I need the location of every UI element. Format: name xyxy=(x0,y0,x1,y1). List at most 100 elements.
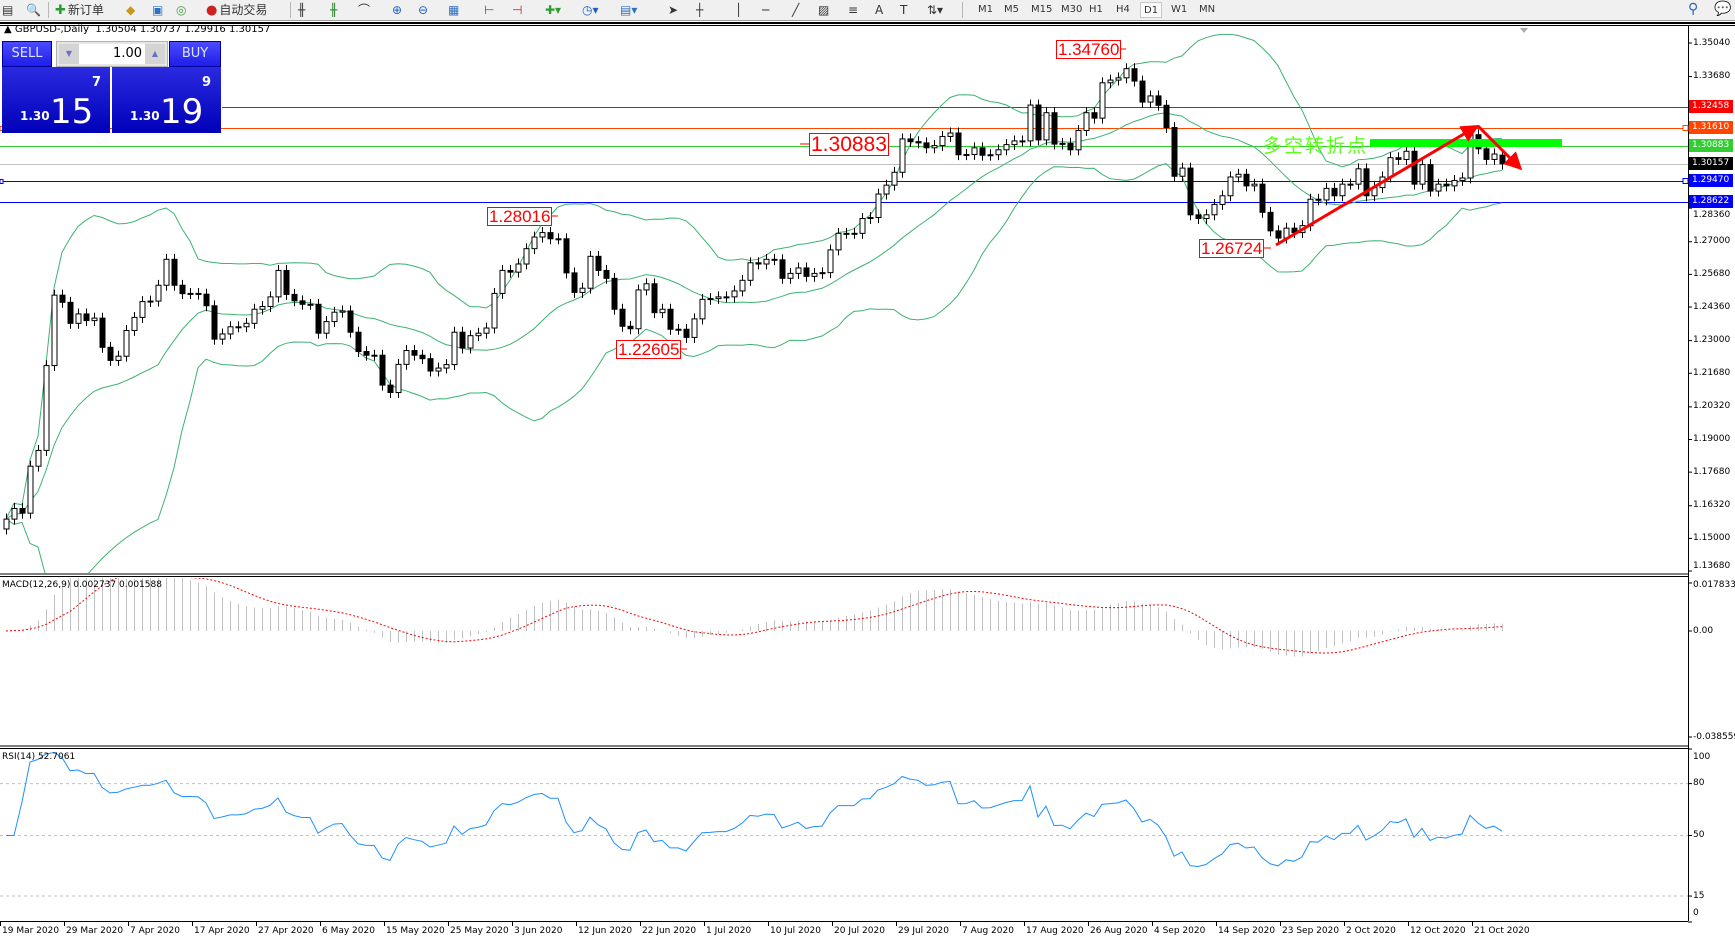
buy-button[interactable]: BUY xyxy=(169,41,221,67)
bullish-candle xyxy=(539,232,546,238)
tile-windows-icon[interactable]: ▦ xyxy=(448,3,460,17)
date-axis-label: 22 Jun 2020 xyxy=(642,926,697,936)
bearish-candle xyxy=(411,350,418,356)
bearish-candle xyxy=(1091,112,1098,119)
sell-price-fraction: 7 xyxy=(92,75,102,90)
line-chart-icon[interactable]: ⌒ xyxy=(358,3,371,17)
buy-price-fraction: 9 xyxy=(202,75,212,90)
timeframe-mn[interactable]: MN xyxy=(1199,4,1216,15)
bar-chart-icon[interactable]: ╫ xyxy=(298,3,306,17)
bullish-candle xyxy=(515,263,522,273)
buy-price[interactable]: 1.30 19 9 xyxy=(112,67,221,133)
swing-high-price-label[interactable]: 1.28016 xyxy=(487,207,553,226)
recent-low-price-label[interactable]: 1.26724 xyxy=(1199,239,1265,258)
bearish-candle xyxy=(387,384,394,394)
fibonacci-icon[interactable]: ≡ xyxy=(848,3,859,17)
new-order-button[interactable]: ✚ 新订单 xyxy=(55,1,104,19)
sell-price-pips: 15 xyxy=(50,92,94,132)
chart-shift-icon[interactable]: ⊢ xyxy=(484,3,495,17)
periods-clock-icon[interactable]: ◷▾ xyxy=(582,3,599,17)
decrease-lot-icon[interactable]: ▼ xyxy=(59,44,79,64)
cursor-icon[interactable]: ➤ xyxy=(668,3,679,17)
timeframe-m30[interactable]: M30 xyxy=(1061,4,1083,15)
crosshair-icon[interactable]: ┼ xyxy=(696,3,704,17)
increase-lot-icon[interactable]: ▲ xyxy=(145,44,165,64)
date-axis-label: 25 May 2020 xyxy=(450,926,509,936)
indicators-icon[interactable]: ✚▾ xyxy=(545,3,562,17)
bearish-candle xyxy=(99,317,106,348)
bearish-candle xyxy=(171,258,178,286)
bearish-candle xyxy=(667,308,674,330)
collapse-triangle-icon[interactable]: ▲ xyxy=(4,24,12,35)
date-axis-label: 3 Jun 2020 xyxy=(514,926,563,936)
terminal-icon[interactable]: ▣ xyxy=(152,3,164,17)
zoom-in-icon[interactable]: ⊕ xyxy=(392,3,403,17)
vertical-line-icon[interactable]: │ xyxy=(735,3,743,17)
resistance-price-label[interactable]: 1.30883 xyxy=(809,133,889,156)
zoom-window-icon[interactable]: 🔍 xyxy=(26,3,41,17)
bollinger-upper-band xyxy=(5,33,1503,520)
candlestick-icon[interactable]: ╫ xyxy=(330,3,338,17)
bearish-candle xyxy=(923,142,930,149)
bullish-candle xyxy=(123,329,130,357)
bullish-candle xyxy=(275,269,282,298)
text-icon[interactable]: A xyxy=(875,3,884,17)
turning-point-text[interactable]: 多空转折点 xyxy=(1263,135,1369,157)
autoscroll-icon[interactable]: ⊣ xyxy=(512,3,523,17)
arrows-icon[interactable]: ⇅▾ xyxy=(927,3,944,17)
bullish-candle xyxy=(1203,214,1210,220)
price-axis-label: 1.21680 xyxy=(1693,367,1731,378)
bullish-candle xyxy=(763,258,770,265)
history-center-icon[interactable]: ◆ xyxy=(126,3,136,17)
timeframe-m1[interactable]: M1 xyxy=(978,4,993,15)
lot-size-stepper[interactable]: ▼ 1.00 ▲ xyxy=(56,41,168,67)
bearish-candle xyxy=(19,507,26,514)
swing-low-price-label[interactable]: 1.22605 xyxy=(616,340,682,359)
date-axis-label: 7 Apr 2020 xyxy=(130,926,180,936)
high-price-label[interactable]: 1.34760 xyxy=(1056,40,1122,59)
price-axis-label: 1.25680 xyxy=(1693,268,1731,279)
bullish-candle xyxy=(939,135,946,147)
auto-trading-button[interactable]: ● 自动交易 xyxy=(206,1,267,19)
bullish-candle xyxy=(1211,203,1218,216)
timeframe-m15[interactable]: M15 xyxy=(1031,4,1053,15)
bullish-candle xyxy=(403,350,410,365)
timeframe-h1[interactable]: H1 xyxy=(1089,4,1103,15)
rsi-axis-label: 80 xyxy=(1693,778,1705,789)
horizontal-line-icon[interactable]: ─ xyxy=(762,3,770,17)
bullish-candle xyxy=(467,335,474,349)
zoom-out-icon[interactable]: ⊖ xyxy=(418,3,429,17)
bearish-candle xyxy=(1275,230,1282,239)
bearish-candle xyxy=(1051,112,1058,145)
price-line-tag: 1.29470 xyxy=(1689,174,1733,188)
bearish-candle xyxy=(59,294,66,303)
channel-icon[interactable]: ▨ xyxy=(818,3,830,17)
trendline-icon[interactable]: ╱ xyxy=(792,3,800,17)
text-label-icon[interactable]: T xyxy=(900,3,908,17)
timeframe-m5[interactable]: M5 xyxy=(1004,4,1019,15)
bearish-candle xyxy=(619,308,626,327)
signal-icon[interactable]: ◎ xyxy=(176,3,187,17)
date-axis-label: 27 Apr 2020 xyxy=(258,926,314,936)
price-line-tag: 1.32458 xyxy=(1689,100,1733,114)
new-chart-icon[interactable]: ▤ xyxy=(2,3,14,17)
bullish-candle xyxy=(715,296,722,300)
bearish-candle xyxy=(1195,214,1202,220)
search-icon[interactable]: ⚲ xyxy=(1688,1,1699,17)
date-axis-label: 7 Aug 2020 xyxy=(962,926,1014,936)
sell-button[interactable]: SELL xyxy=(2,41,52,67)
timeframe-w1[interactable]: W1 xyxy=(1171,4,1188,15)
bollinger-middle-band xyxy=(5,112,1503,520)
uptrend-arrow xyxy=(1275,124,1480,247)
price-line-tag: 1.31610 xyxy=(1689,121,1733,135)
bearish-candle xyxy=(67,301,74,324)
bullish-candle xyxy=(1115,77,1122,81)
bullish-candle xyxy=(91,317,98,322)
timeframe-d1[interactable]: D1 xyxy=(1140,2,1163,18)
timeframe-h4[interactable]: H4 xyxy=(1116,4,1130,15)
sell-price[interactable]: 1.30 15 7 xyxy=(2,67,110,133)
chat-icon[interactable]: 💬 xyxy=(1714,1,1732,17)
template-icon[interactable]: ▤▾ xyxy=(620,3,638,17)
lot-size-input[interactable]: 1.00 xyxy=(79,44,145,64)
